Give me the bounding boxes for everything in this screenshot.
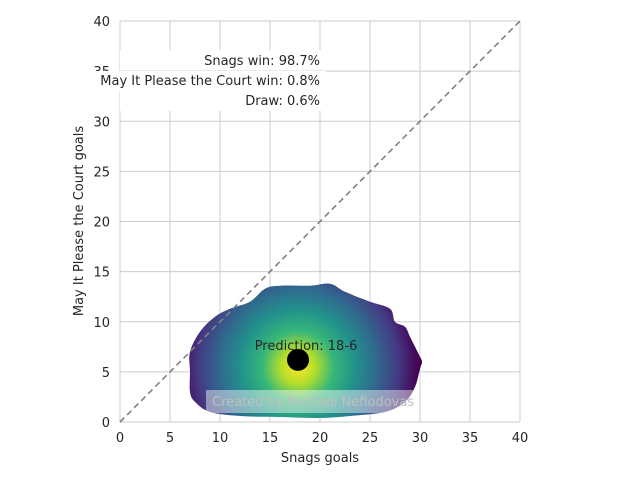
density-region [189,283,422,419]
snags-win-label: Snags win: 98.7% [204,54,320,69]
prediction-marker [287,348,309,371]
x-tick-label: 35 [462,431,479,446]
y-tick-label: 25 [93,165,110,180]
x-tick-label: 5 [166,431,174,446]
x-tick-label: 30 [412,431,429,446]
watermark-bg [206,390,416,413]
x-tick-label: 20 [312,431,329,446]
x-tick-label: 25 [362,431,379,446]
x-tick-label: 40 [512,431,529,446]
y-tick-label: 40 [93,15,110,30]
y-tick-label: 5 [102,366,110,381]
watermark-text: Created by Michael Nefiodovas [212,395,414,410]
y-axis-label: May It Please the Court goals [72,126,87,316]
y-tick-label: 10 [93,316,110,331]
x-tick-label: 10 [212,431,229,446]
y-tick-label: 30 [93,115,110,130]
court-win-label: May It Please the Court win: 0.8% [100,74,320,89]
watermark: Created by Michael Nefiodovas [206,390,416,413]
prediction-label: Prediction: 18-6 [255,339,358,354]
y-tick-label: 20 [93,216,110,231]
x-axis-label: Snags goals [281,451,359,466]
x-tick-label: 0 [116,431,124,446]
y-tick-label: 0 [102,416,110,431]
x-tick-label: 15 [262,431,279,446]
win-box-bg-2 [80,71,326,91]
reference-diagonal-line [119,20,521,423]
win-probability-box: Snags win: 98.7% May It Please the Court… [80,50,326,111]
y-tick-label: 15 [93,266,110,281]
win-box-bg-1 [120,50,326,70]
draw-label: Draw: 0.6% [245,94,320,109]
win-box-bg-3 [120,91,326,111]
